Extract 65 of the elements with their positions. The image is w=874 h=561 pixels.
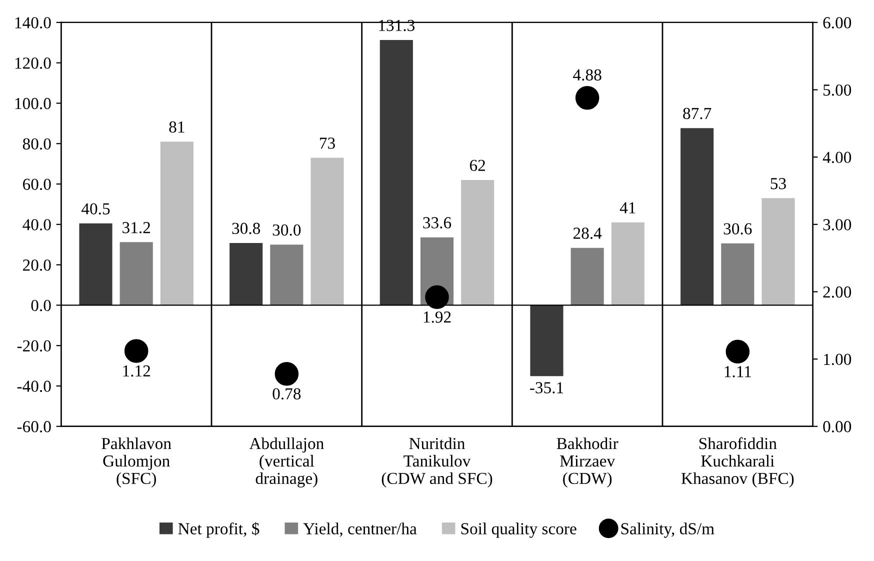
data-label: -35.1 bbox=[530, 382, 564, 394]
data-label: 31.2 bbox=[122, 222, 150, 234]
bar bbox=[380, 40, 413, 306]
y2-tick-label: 6.00 bbox=[823, 17, 852, 28]
bar bbox=[611, 222, 644, 306]
y-tick-label: -40.0 bbox=[17, 380, 51, 392]
y-tick-label: -60.0 bbox=[17, 421, 51, 432]
data-label: 28.4 bbox=[573, 228, 602, 239]
data-label: 0.78 bbox=[272, 388, 301, 400]
bar bbox=[530, 305, 564, 376]
legend-label: Soil quality score bbox=[461, 522, 576, 538]
x-tick-label: Abdullajon (vertical drainage) bbox=[249, 437, 324, 488]
bar bbox=[120, 242, 153, 306]
data-label: 4.88 bbox=[573, 69, 602, 81]
point bbox=[124, 339, 148, 363]
data-label: 1.92 bbox=[424, 312, 451, 323]
y-tick-label: 120.0 bbox=[15, 58, 51, 69]
data-label: 1.11 bbox=[724, 366, 751, 378]
bar bbox=[461, 180, 494, 306]
bar bbox=[270, 244, 304, 306]
y-tick-label: -20.0 bbox=[17, 340, 51, 352]
y2-tick-label: 2.00 bbox=[823, 286, 852, 298]
y-tick-label: 140.0 bbox=[15, 17, 51, 28]
point bbox=[575, 86, 600, 110]
legend-label: Yield, centner/ha bbox=[303, 522, 417, 537]
data-label: 30.0 bbox=[272, 224, 301, 236]
y2-tick-label: 4.00 bbox=[822, 152, 852, 164]
y-tick-label: 0.0 bbox=[31, 300, 51, 312]
bar bbox=[762, 198, 795, 306]
bar bbox=[230, 242, 263, 306]
point bbox=[425, 285, 449, 309]
data-label: 30.8 bbox=[232, 222, 260, 234]
bar bbox=[721, 243, 754, 306]
bar bbox=[680, 128, 714, 306]
y-tick-label: 20.0 bbox=[23, 259, 51, 271]
y2-tick-label: 0.00 bbox=[823, 421, 852, 432]
data-label: 62 bbox=[470, 160, 486, 172]
legend-label: Salinity, dS/m bbox=[621, 522, 714, 538]
data-label: 41 bbox=[620, 202, 636, 214]
y2-tick-label: 1.00 bbox=[824, 354, 852, 366]
data-label: 53 bbox=[770, 178, 786, 190]
x-tick-label: Nuritdin Tanikulov (CDW and SFC) bbox=[382, 437, 492, 488]
y-tick-label: 60.0 bbox=[23, 178, 51, 190]
bar bbox=[310, 158, 344, 306]
data-label: 1.12 bbox=[123, 365, 150, 377]
x-tick-label: Sharofiddin Kuchkarali Khasanov (BFC) bbox=[681, 437, 794, 488]
bar bbox=[570, 248, 604, 306]
bar bbox=[160, 142, 194, 306]
x-tick-label: Pakhlavon Gulomjon (SFC) bbox=[102, 437, 172, 488]
data-label: 81 bbox=[169, 121, 184, 133]
y-tick-label: 80.0 bbox=[22, 138, 51, 150]
data-label: 87.7 bbox=[683, 108, 712, 120]
y-tick-label: 40.0 bbox=[22, 219, 51, 230]
data-label: 40.5 bbox=[82, 203, 110, 215]
data-label: 30.6 bbox=[724, 223, 752, 235]
y2-tick-label: 5.00 bbox=[824, 84, 852, 96]
data-label: 73 bbox=[320, 138, 335, 149]
legend-label: Net profit, $ bbox=[178, 522, 260, 538]
x-tick-label: Bakhodir Mirzaev (CDW) bbox=[556, 437, 618, 488]
point bbox=[726, 340, 750, 364]
point bbox=[274, 362, 299, 386]
data-label: 33.6 bbox=[423, 217, 452, 228]
y-tick-label: 100.0 bbox=[15, 98, 51, 110]
bar bbox=[79, 223, 112, 306]
y2-tick-label: 3.00 bbox=[823, 219, 852, 230]
